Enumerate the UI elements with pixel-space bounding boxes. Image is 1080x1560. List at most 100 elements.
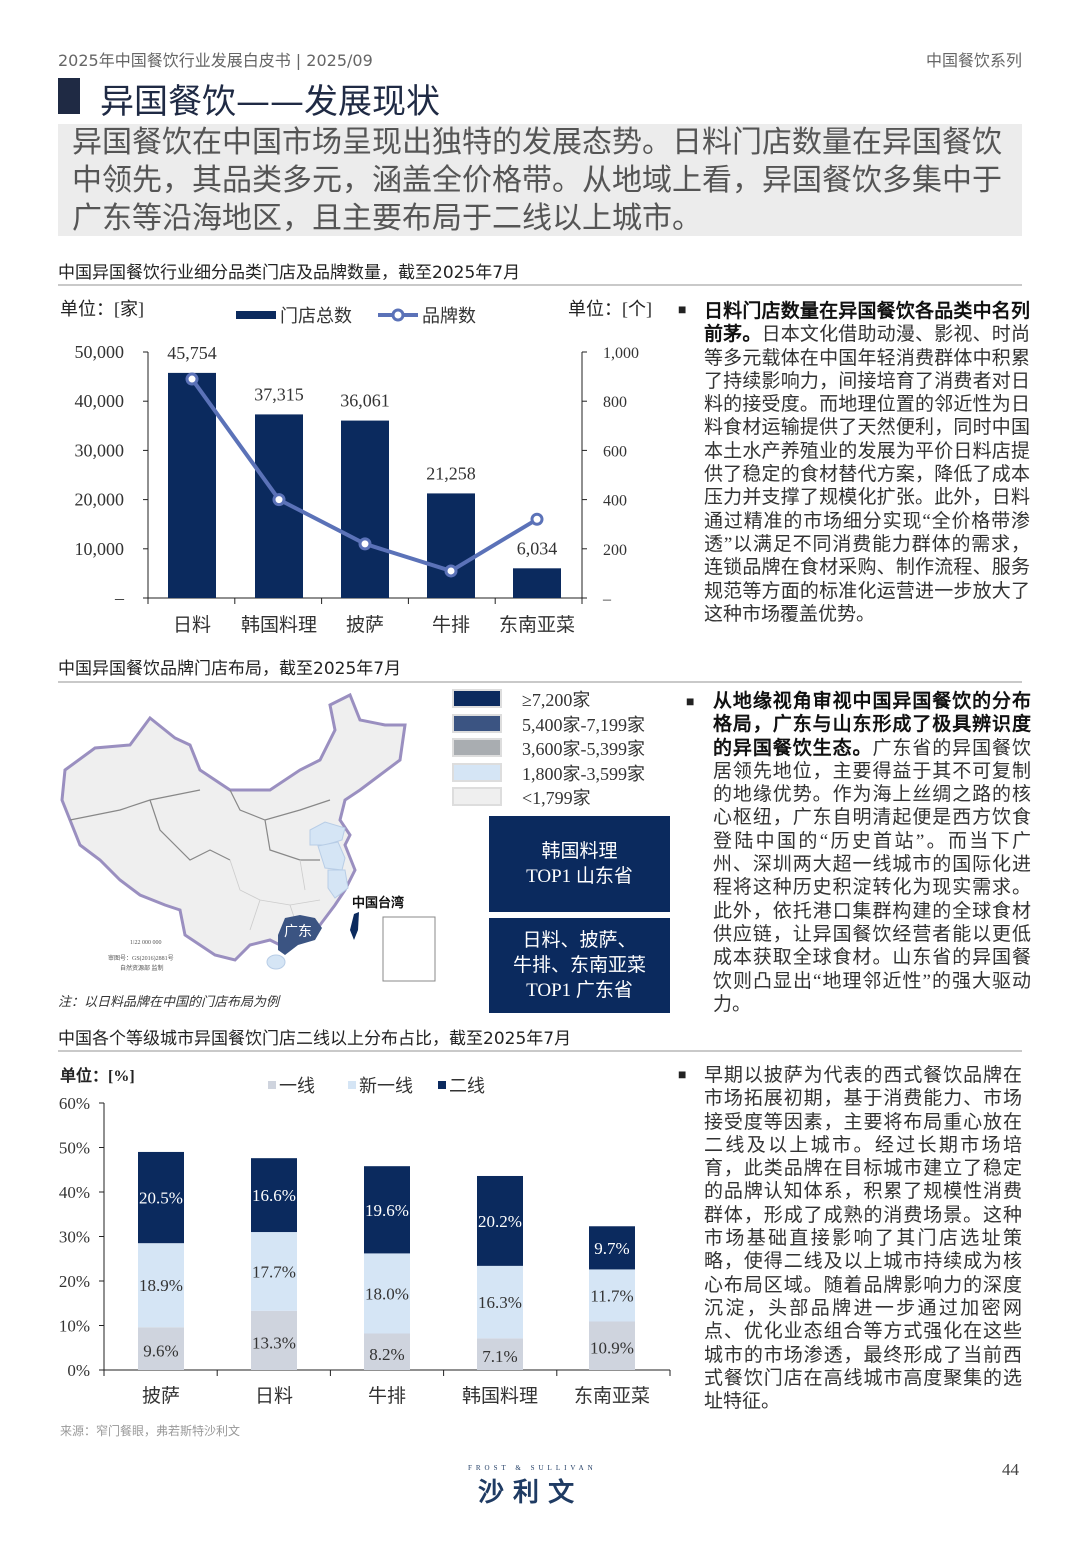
legend-label-0: ≥7,200家 [522,690,591,710]
right-tick-label: – [602,591,612,608]
x-category-label: 牛排 [432,614,470,636]
zhejiang-region [327,869,349,899]
analysis-paragraph-2: 从地缘视角审视中国异国餐饮的分布格局，广东与山东形成了极具辨识度的异国餐饮生态。… [713,690,1031,1016]
bar-data-label: 21,258 [426,463,476,483]
x-category-label: 韩国料理 [241,614,317,636]
paragraph-2-lead: 从地缘视角审视中国异国餐饮的分布格局，广东与山东形成了极具辨识度的异国餐饮生态。 [713,691,1031,759]
hainan-region [266,954,286,970]
bar-stores-3 [427,493,475,598]
analysis-paragraph-1: 日料门店数量在异国餐饮各品类中名列前茅。日本文化借助动漫、影视、时尚等多元载体在… [704,300,1030,626]
legend-swatch-0 [452,689,502,708]
bar-segment-一线-4 [589,1321,635,1370]
divider [58,1050,1022,1052]
brand-point-4 [530,512,544,526]
legend-label-2: 3,600家-5,399家 [522,739,645,759]
guangdong-label: 广东 [284,924,312,940]
right-tick-label: 400 [603,493,627,510]
header-report-title: 2025年中国餐饮行业发展白皮书 | 2025/09 [58,51,373,70]
brand-point-1 [272,493,286,507]
bar-segment-新一线-0 [138,1243,184,1328]
legend-swatch-2 [438,1081,446,1089]
top-box-korean: 韩国料理 TOP1 山东省 [489,816,670,912]
y-tick-label: 50% [59,1139,90,1158]
page-number: 44 [1002,1460,1019,1479]
left-tick-label: 30,000 [75,440,125,460]
x-category-label: 披萨 [142,1385,180,1407]
legend-bar-swatch [236,311,276,319]
bar-segment-二线-0 [138,1151,184,1244]
logo-chinese: 沙 利 文 [478,1478,575,1508]
y-tick-label: 60% [59,1094,90,1113]
left-tick-label: 20,000 [75,490,125,510]
segment-data-label: 9.7% [594,1239,629,1258]
segment-data-label: 16.3% [478,1293,522,1312]
top-box-guangdong-line3: TOP1 广东省 [526,980,633,1001]
legend-label-0: 一线 [279,1076,315,1096]
bar-data-label: 36,061 [340,391,390,411]
bar-segment-新一线-3 [477,1265,523,1339]
province-borders [69,789,331,861]
segment-data-label: 8.2% [369,1345,404,1364]
china-outline [60,692,407,962]
china-map: 广东 中国台湾 1∶22 000 000 审图号：GS(2016)2881号 自… [60,692,436,982]
city-tier-share-chart: 单位：[%] 0% 10% 20% 30% 40% 50% 60% 一线 新一线 二线 9.6% 18… [59,1066,671,1407]
segment-data-label: 7.1% [482,1347,517,1366]
bar-segment-一线-0 [138,1327,184,1370]
left-unit-label: 单位：[家] [60,299,144,319]
x-category-label: 日料 [255,1385,293,1407]
bullet-icon: ■ [678,1068,687,1083]
legend-swatch-2 [452,738,502,757]
legend-swatch-1 [348,1081,356,1089]
segment-data-label: 18.9% [139,1276,183,1295]
right-tick-label: 1,000 [603,345,639,362]
legend-stores: 门店总数 [280,306,352,326]
map-scale: 1∶22 000 000 [130,940,162,946]
top-box-guangdong-line1: 日料、披萨、 [522,930,637,951]
legend-brands: 品牌数 [422,306,476,326]
x-category-label: 东南亚菜 [499,614,575,636]
segment-data-label: 13.3% [252,1333,296,1352]
legend-label-4: <1,799家 [522,788,591,808]
y-tick-label: 10% [59,1317,90,1336]
segment-data-label: 9.6% [143,1342,178,1361]
right-tick-label: 600 [603,443,627,460]
x-category-label: 韩国料理 [462,1385,538,1407]
segment-data-label: 18.0% [365,1284,409,1303]
section-title-2: 中国异国餐饮品牌门店布局，截至2025年7月 [58,659,402,679]
bar-segment-二线-3 [477,1175,523,1266]
legend-label-1: 新一线 [359,1076,413,1096]
y-tick-label: 20% [59,1272,90,1291]
bar-segment-新一线-4 [589,1269,635,1322]
legend-line-marker [391,308,405,322]
legend-label-2: 二线 [449,1076,485,1096]
y-tick-label: 40% [59,1183,90,1202]
segment-data-label: 16.6% [252,1186,296,1205]
logo-english: FROST & SULLIVAN [468,1464,597,1472]
taiwan-label: 中国台湾 [352,895,404,910]
segment-data-label: 20.5% [139,1189,183,1208]
legend-label-1: 5,400家-7,199家 [522,714,645,735]
bar-segment-二线-1 [251,1158,297,1233]
header-series: 中国餐饮系列 [925,51,1022,70]
x-category-label: 日料 [173,614,211,636]
legend-swatch-3 [452,762,502,782]
top-box-korean-line2: TOP1 山东省 [526,866,633,887]
legend-swatch-1 [452,713,502,733]
brand-point-0 [185,372,199,386]
x-category-label: 披萨 [346,614,384,636]
right-tick-label: 800 [603,394,627,411]
right-unit-label: 单位：[个] [568,299,652,319]
map-note: 注：以日料品牌在中国的门店布局为例 [58,994,280,1009]
section-title-3: 中国各个等级城市异国餐饮门店二线以上分布占比，截至2025年7月 [58,1029,572,1049]
bar-data-label: 45,754 [167,343,217,363]
summary-box: 异国餐饮在中国市场呈现出独特的发展态势。日料门店数量在异国餐饮中领先，其品类多元… [58,124,1022,236]
legend-label-3: 1,800家-3,599家 [522,763,645,784]
brand-point-3 [444,564,458,578]
south-sea-inset [382,916,436,982]
map-issuer: 自然资源部 监制 [120,964,164,972]
top-box-guangdong-line2: 牛排、东南亚菜 [512,955,646,976]
bar-segment-新一线-1 [251,1232,297,1311]
segment-data-label: 17.7% [252,1262,296,1281]
bar-segment-一线-2 [364,1333,410,1370]
paragraph-3-body: 早期以披萨为代表的西式餐饮品牌在市场拓展初期，基于消费能力、市场接受度等因素，主… [704,1065,1022,1413]
